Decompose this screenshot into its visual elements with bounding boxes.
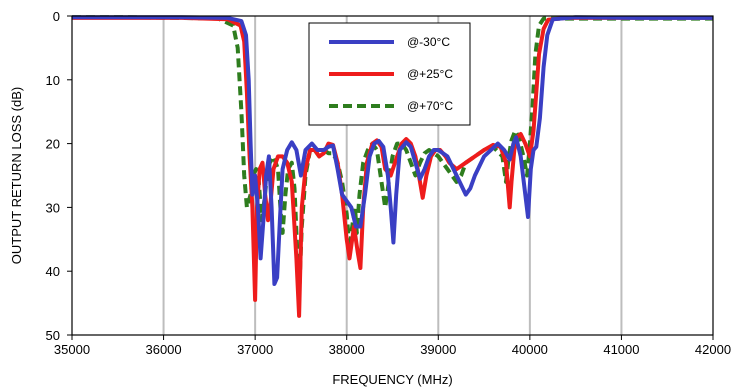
- y-tick-label: 50: [46, 328, 60, 343]
- x-tick-label: 39000: [420, 342, 456, 357]
- legend-label: @-30°C: [407, 35, 450, 49]
- x-tick-label: 37000: [237, 342, 273, 357]
- y-axis-label: OUTPUT RETURN LOSS (dB): [9, 87, 24, 264]
- x-tick-label: 36000: [145, 342, 181, 357]
- y-tick-label: 40: [46, 264, 60, 279]
- x-axis-label: FREQUENCY (MHz): [332, 372, 452, 387]
- x-tick-label: 42000: [695, 342, 731, 357]
- y-tick-label: 10: [46, 73, 60, 88]
- y-tick-label: 30: [46, 200, 60, 215]
- legend-label: @+70°C: [407, 99, 453, 113]
- series-line: [72, 15, 713, 286]
- x-tick-label: 41000: [603, 342, 639, 357]
- x-tick-label: 40000: [512, 342, 548, 357]
- series-layer: [72, 15, 713, 318]
- legend-label: @+25°C: [407, 67, 453, 81]
- plot-area-frame: [71, 15, 714, 336]
- x-axis-ticks: 35000 36000 37000 38000 39000 40000 41000 42000: [54, 335, 731, 357]
- y-axis-ticks: 0 10 20 30 40 50: [46, 9, 72, 343]
- legend: @-30°C @+25°C @+70°C: [308, 22, 471, 126]
- y-tick-label: 0: [53, 9, 60, 24]
- x-tick-label: 35000: [54, 342, 90, 357]
- y-tick-label: 20: [46, 137, 60, 152]
- x-tick-label: 38000: [329, 342, 365, 357]
